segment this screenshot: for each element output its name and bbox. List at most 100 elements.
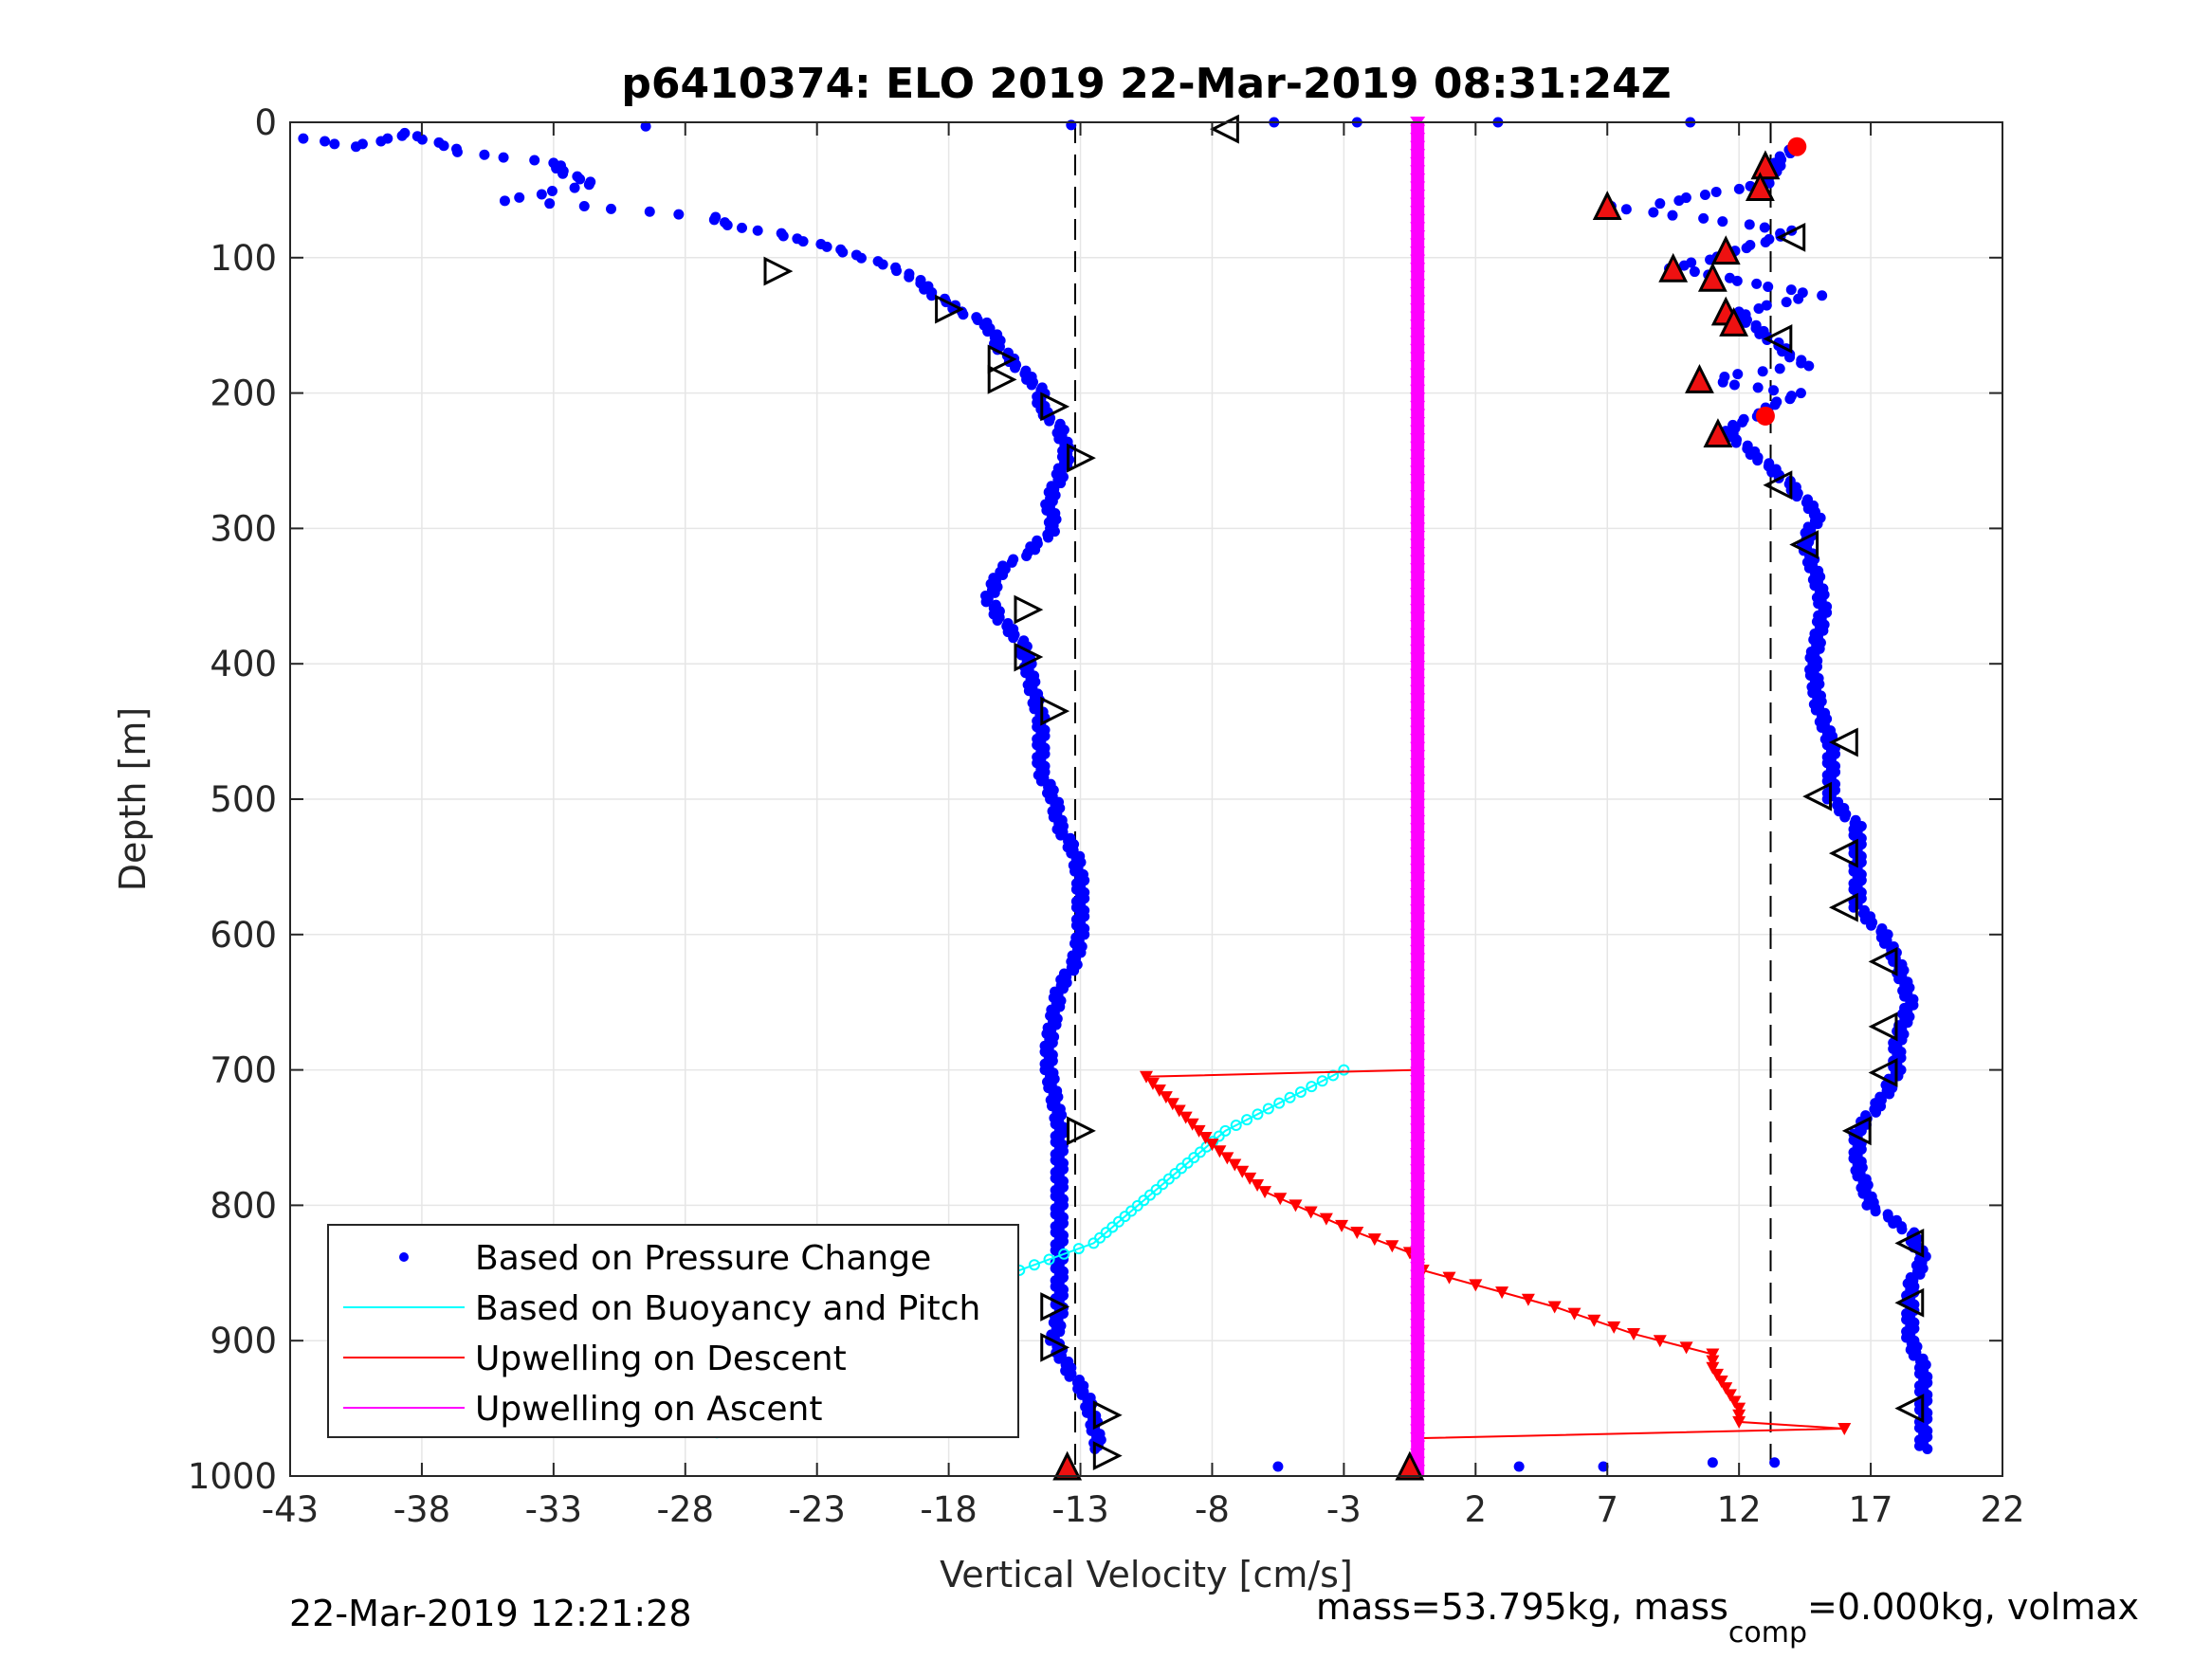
pressure-change-point [416,134,428,145]
upwelling-ascent-marker [1410,311,1426,323]
left-triangle-marker [1828,838,1858,868]
upwelling-descent-marker [1198,1132,1213,1144]
right-triangle-marker [1092,1441,1123,1471]
pressure-change-point [1752,455,1764,466]
upwelling-ascent-marker [1410,1245,1426,1257]
upwelling-ascent-marker [1410,864,1426,876]
upwelling-ascent-marker [1410,1367,1426,1379]
upwelling-ascent-marker [1410,855,1426,867]
pressure-change-point [498,152,509,163]
pressure-change-point [837,246,849,258]
upwelling-descent-marker [1185,1118,1199,1131]
upwelling-descent-marker [1273,1193,1288,1206]
upwelling-ascent-marker [1410,1221,1426,1233]
buoyancy-pitch-point [1230,1120,1242,1132]
upwelling-ascent-marker [1410,1058,1426,1070]
pressure-change-point [1759,222,1770,233]
upwelling-ascent-marker [1410,823,1426,835]
pressure-change-point [1648,207,1659,218]
upwelling-descent-marker [1679,1341,1693,1355]
upwelling-ascent-marker [1410,684,1426,697]
upwelling-descent-marker [1728,1395,1742,1409]
upwelling-ascent-marker [1410,1440,1426,1452]
legend: Based on Pressure Change Based on Buoyanc… [327,1224,1019,1438]
upwelling-ascent-marker [1410,1408,1426,1420]
pressure-change-point [1744,219,1755,230]
buoyancy-pitch-point [1252,1108,1264,1121]
upwelling-ascent-marker [1410,652,1426,665]
pressure-change-point [1888,1217,1899,1229]
pressure-change-point [1707,1457,1718,1468]
pressure-change-point [992,615,1003,627]
upwelling-ascent-marker [1410,1188,1426,1200]
upwelling-ascent-marker [1410,1294,1426,1306]
upwelling-ascent-marker [1410,961,1426,974]
y-tick-label: 500 [210,779,277,820]
upwelling-ascent-marker [1410,677,1426,689]
pressure-change-point [1896,1224,1908,1235]
pressure-change-point [1272,1461,1284,1472]
upwelling-descent-marker [1385,1240,1399,1253]
left-triangle-marker [1776,222,1806,252]
upwelling-ascent-marker [1410,538,1426,551]
y-axis-ticks: 0 100 200 300 400 500 600 700 800 900 1000 [188,102,2002,1497]
upwelling-ascent-marker [1410,725,1426,738]
upwelling-ascent-marker [1410,1156,1426,1168]
pressure-change-point [1021,551,1033,562]
y-tick-label: 600 [210,915,277,956]
x-tick-label: -43 [262,1489,319,1530]
right-triangle-marker [1040,1292,1070,1322]
upwelling-ascent-marker [1410,206,1426,218]
upwelling-ascent-marker [1410,880,1426,892]
pressure-change-point [546,186,558,197]
left-triangle-marker [1841,1116,1872,1146]
x-tick-label: -23 [788,1489,845,1530]
pressure-change-point [708,214,720,226]
upwelling-ascent-marker [1410,1099,1426,1111]
upwelling-ascent-marker [1410,352,1426,364]
pressure-change-point [1769,399,1781,410]
pressure-change-point [1053,1353,1065,1364]
upwelling-ascent-marker [1410,1424,1426,1436]
pressure-change-point [1620,204,1632,215]
y-tick-label: 1000 [188,1456,277,1497]
upwelling-ascent-marker [1410,1018,1426,1030]
upwelling-descent-marker [1152,1085,1166,1098]
pressure-change-point [752,225,763,236]
upwelling-ascent-marker [1410,1034,1426,1047]
upwelling-ascent-marker [1410,392,1426,405]
pressure-change-point [606,203,617,214]
pressure-change-point [569,182,580,193]
upwelling-ascent-marker [1410,1237,1426,1249]
upwelling-ascent-marker [1410,1285,1426,1298]
chart-title: p6410374: ELO 2019 22-Mar-2019 08:31:24Z [621,60,1671,108]
mass-suffix: =0.000kg, volmax [1807,1586,2139,1628]
pressure-change-point [1026,379,1037,391]
pressure-change-point [640,120,651,132]
upwelling-ascent-marker [1410,571,1426,583]
pressure-change-point [1740,317,1751,328]
filled-up-triangle-marker [1395,1450,1425,1481]
pressure-change-point [320,136,331,147]
upwelling-ascent-marker [1410,506,1426,519]
pressure-change-point [1733,183,1745,194]
right-triangle-marker [1040,696,1070,726]
legend-marker [399,1252,409,1262]
y-tick-label: 400 [210,644,277,684]
pressure-change-point [578,201,590,212]
upwelling-ascent-marker [1410,295,1426,307]
pressure-change-point [1717,376,1728,388]
right-triangle-marker [1040,392,1070,422]
right-triangle-marker [1092,1400,1123,1431]
pressure-change-point [1055,830,1067,841]
upwelling-ascent-marker [1410,263,1426,275]
x-tick-label: -13 [1051,1489,1108,1530]
pressure-change-point [499,195,510,207]
pressure-change-point [438,140,449,152]
pressure-change-point [1785,284,1797,296]
pressure-change-point [1728,379,1740,391]
upwelling-ascent-marker [1410,400,1426,412]
y-tick-label: 0 [254,102,277,143]
pressure-change-point [1006,556,1017,568]
upwelling-descent-marker [1607,1321,1621,1334]
